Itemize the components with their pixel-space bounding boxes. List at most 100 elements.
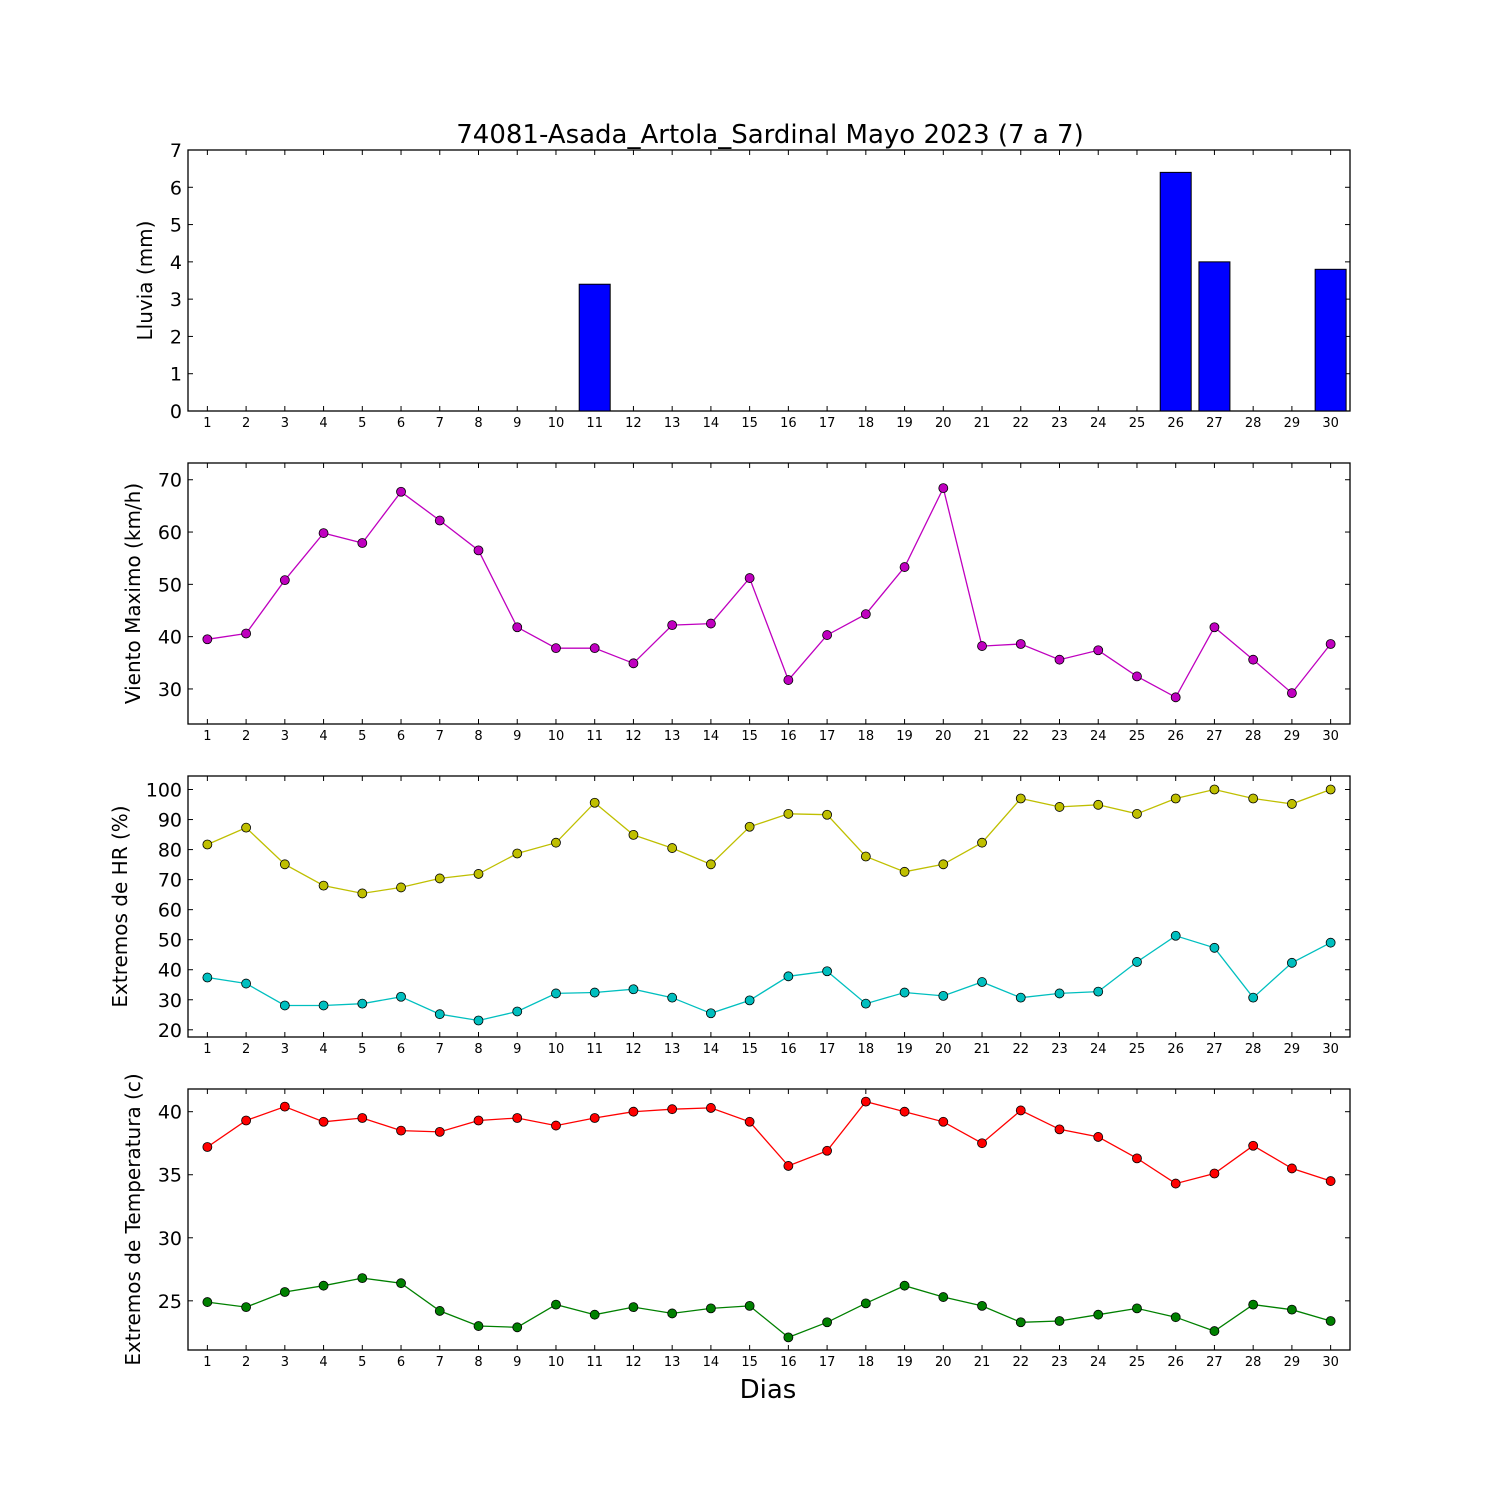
data-point bbox=[899, 1106, 910, 1117]
data-point bbox=[899, 987, 910, 998]
y-tick-label: 100 bbox=[146, 780, 182, 802]
x-tick-label: 16 bbox=[780, 1355, 797, 1370]
bar bbox=[1159, 171, 1192, 412]
data-point bbox=[1132, 671, 1142, 682]
bar bbox=[578, 283, 611, 412]
data-point bbox=[977, 1138, 987, 1149]
x-tick-label: 12 bbox=[625, 1355, 642, 1370]
data-point bbox=[1015, 1105, 1026, 1116]
data-point bbox=[977, 641, 987, 651]
x-tick-label: 2 bbox=[242, 416, 250, 431]
data-point bbox=[1209, 784, 1220, 795]
y-tick-label: 30 bbox=[158, 990, 182, 1012]
data-point bbox=[783, 1161, 794, 1171]
x-tick-label: 3 bbox=[281, 1042, 289, 1057]
x-tick-label: 6 bbox=[397, 416, 405, 431]
series-line-1 bbox=[207, 788, 1331, 895]
data-point bbox=[822, 630, 832, 640]
x-tick-label: 21 bbox=[974, 1355, 991, 1370]
x-tick-label: 9 bbox=[513, 1042, 521, 1057]
data-point bbox=[860, 609, 871, 620]
data-point bbox=[589, 643, 600, 654]
x-tick-label: 10 bbox=[548, 416, 565, 431]
x-tick-label: 2 bbox=[242, 729, 250, 744]
x-tick-label: 22 bbox=[1012, 1042, 1029, 1057]
x-tick-label: 8 bbox=[474, 416, 482, 431]
y-axis-label: Extremos de HR (%) bbox=[108, 805, 132, 1007]
data-point bbox=[1248, 1140, 1259, 1151]
x-tick-label: 5 bbox=[358, 1042, 366, 1057]
x-tick-label: 3 bbox=[281, 1355, 289, 1370]
data-point bbox=[744, 821, 755, 832]
data-point bbox=[1170, 1312, 1181, 1323]
data-point bbox=[434, 873, 445, 884]
x-tick-label: 24 bbox=[1090, 1042, 1107, 1057]
data-point bbox=[551, 837, 561, 848]
x-tick-label: 26 bbox=[1167, 416, 1184, 431]
data-point bbox=[1170, 930, 1181, 941]
x-tick-label: 24 bbox=[1090, 416, 1107, 431]
data-point bbox=[551, 988, 561, 999]
data-point bbox=[357, 538, 368, 548]
data-point bbox=[1170, 692, 1181, 703]
x-tick-label: 16 bbox=[780, 1042, 797, 1057]
x-tick-label: 1 bbox=[203, 1042, 211, 1057]
data-point bbox=[667, 843, 678, 853]
y-tick-label: 7 bbox=[170, 140, 182, 162]
x-tick-label: 17 bbox=[819, 1042, 836, 1057]
y-tick-label: 50 bbox=[158, 574, 182, 596]
y-tick-label: 40 bbox=[158, 627, 182, 649]
x-tick-label: 30 bbox=[1322, 416, 1339, 431]
data-point bbox=[860, 851, 871, 862]
x-tick-label: 28 bbox=[1245, 1042, 1262, 1057]
x-tick-label: 26 bbox=[1167, 1355, 1184, 1370]
x-tick-label: 8 bbox=[474, 1355, 482, 1370]
data-point bbox=[1015, 1317, 1026, 1328]
data-point bbox=[977, 837, 987, 848]
data-point bbox=[279, 1287, 290, 1297]
data-point bbox=[783, 1332, 794, 1343]
data-point bbox=[1248, 992, 1259, 1003]
x-tick-label: 3 bbox=[281, 729, 289, 744]
x-tick-label: 30 bbox=[1322, 729, 1339, 744]
y-tick-label: 40 bbox=[158, 1102, 182, 1124]
data-point bbox=[1132, 808, 1142, 819]
x-tick-label: 8 bbox=[474, 1042, 482, 1057]
data-point bbox=[628, 658, 639, 669]
x-tick-label: 23 bbox=[1051, 1355, 1068, 1370]
data-point bbox=[744, 1116, 755, 1127]
series-line-2 bbox=[207, 935, 1331, 1022]
data-point bbox=[1015, 639, 1026, 649]
x-tick-label: 19 bbox=[896, 729, 913, 744]
data-point bbox=[822, 809, 832, 820]
series-line-1 bbox=[207, 486, 1332, 699]
data-point bbox=[822, 966, 832, 977]
y-tick-label: 35 bbox=[158, 1165, 182, 1187]
x-tick-label: 10 bbox=[548, 1042, 565, 1057]
x-tick-label: 25 bbox=[1129, 1355, 1146, 1370]
x-tick-label: 21 bbox=[974, 416, 991, 431]
data-point bbox=[589, 1113, 600, 1123]
data-point bbox=[202, 839, 213, 850]
x-tick-label: 19 bbox=[896, 1355, 913, 1370]
x-tick-label: 8 bbox=[474, 729, 482, 744]
data-point bbox=[396, 1278, 406, 1289]
x-tick-label: 17 bbox=[819, 1355, 836, 1370]
data-point bbox=[1054, 802, 1065, 812]
y-axis-label: Lluvia (mm) bbox=[133, 221, 157, 341]
data-point bbox=[434, 515, 445, 526]
data-point bbox=[396, 882, 406, 893]
data-point bbox=[279, 859, 290, 870]
x-tick-label: 13 bbox=[664, 416, 681, 431]
x-tick-label: 18 bbox=[858, 1355, 875, 1370]
data-point bbox=[744, 995, 755, 1006]
data-point bbox=[744, 573, 755, 583]
x-tick-label: 29 bbox=[1284, 416, 1301, 431]
data-point bbox=[1093, 645, 1104, 656]
data-point bbox=[977, 977, 987, 987]
data-point bbox=[628, 829, 639, 840]
x-tick-label: 9 bbox=[513, 416, 521, 431]
data-point bbox=[977, 1300, 987, 1311]
x-tick-label: 23 bbox=[1051, 416, 1068, 431]
